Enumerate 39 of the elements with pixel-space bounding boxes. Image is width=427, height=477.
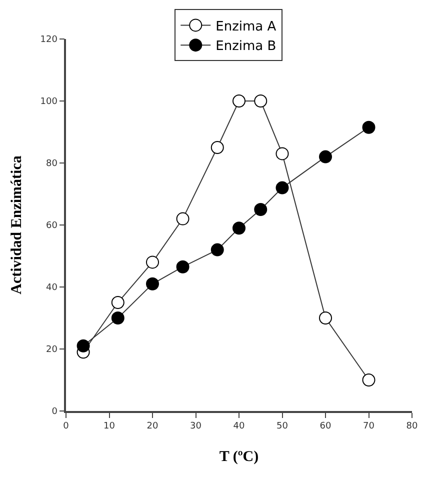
legend-label: Enzima B [216,39,276,54]
legend-label: Enzima A [216,19,276,34]
point [146,256,159,269]
point [276,181,289,194]
x-tick-label: 60 [320,422,332,432]
y-tick-label: 0 [52,407,58,418]
x-tick-label: 20 [146,422,158,432]
point [176,260,190,274]
point [232,222,246,235]
point [362,374,376,386]
y-tick-label: 100 [40,97,58,108]
x-tick-label: 0 [63,422,70,432]
y-tick-label: 60 [46,221,58,232]
point [210,243,224,256]
point [319,312,332,324]
point [319,150,332,164]
y-tick-label: 40 [46,283,58,294]
point [232,94,246,108]
x-axis-title: T (ºC) [219,449,259,466]
point [362,120,376,134]
point [146,277,159,290]
point [254,203,268,216]
y-tick-label: 120 [40,35,58,46]
x-tick-label: 10 [104,422,116,432]
point [210,141,224,154]
x-tick-label: 40 [233,422,245,432]
y-tick-label: 20 [46,345,58,356]
point [111,312,124,324]
point [254,94,268,108]
y-tick-label: 80 [46,159,58,170]
x-tick-label: 50 [276,422,288,432]
point [276,147,289,160]
x-tick-label: 70 [363,422,375,432]
point [76,339,90,352]
y-axis-title: Actividad Enzimática [9,155,26,294]
x-tick-label: 30 [190,422,202,432]
point [176,212,190,226]
x-tick-label: 80 [406,422,418,432]
point [111,296,124,309]
